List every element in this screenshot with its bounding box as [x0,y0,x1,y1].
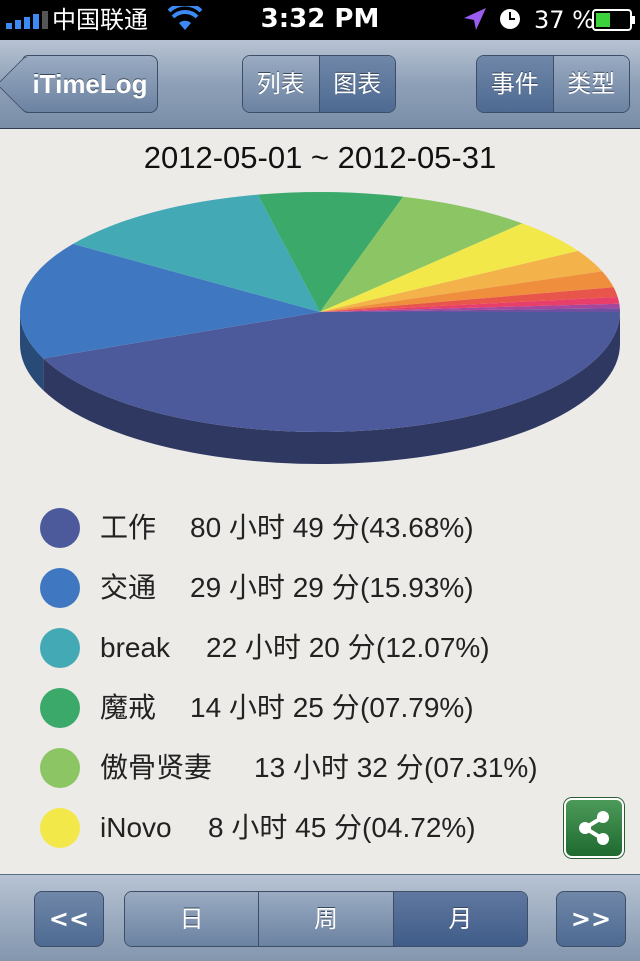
pie-slice[interactable] [320,196,523,312]
pie-slice[interactable] [320,296,620,312]
legend-duration: 80 小时 49 分 [190,512,360,543]
pie-slice-side [20,312,44,391]
view-mode-segmented-control: 列表 图表 [242,55,396,113]
period-segmented-control: 日 周 月 [124,891,528,947]
bottom-toolbar: << 日 周 月 >> [0,874,640,961]
alarm-clock-icon [500,9,520,29]
battery-percent: 37 % [534,6,595,34]
tab-chart-view[interactable]: 图表 [318,56,395,112]
pie-slice[interactable] [320,223,579,312]
legend-label: 交通 [100,572,157,603]
navigation-bar: iTimeLog 列表 图表 事件 类型 [0,40,640,129]
tab-day[interactable]: 日 [125,892,259,946]
legend-label: 傲骨贤妻 [100,752,213,783]
legend-item: 交通 29 小时 29 分 (15.93%) [40,560,600,620]
tab-group-by-type[interactable]: 类型 [552,56,629,112]
chart-date-range-title: 2012-05-01 ~ 2012-05-31 [143,140,497,175]
pie-slice[interactable] [73,194,320,312]
battery-icon [592,9,635,31]
legend-duration: 8 小时 45 分 [208,812,363,843]
legend-item: 魔戒 14 小时 25 分 (07.79%) [40,680,600,740]
legend-label: 工作 [100,512,157,543]
legend-swatch [40,688,80,728]
pie-slice-side [43,312,621,464]
next-period-button[interactable]: >> [556,891,626,947]
legend-label: break [100,632,171,663]
legend-item: break 22 小时 20 分 (12.07%) [40,620,600,680]
legend-percent: (15.93%) [360,572,474,603]
legend-swatch [40,808,80,848]
back-button[interactable]: iTimeLog [22,55,158,113]
legend-swatch [40,628,80,668]
pie-slice[interactable] [320,303,620,312]
legend-item: iNovo 8 小时 45 分 (04.72%) [40,800,600,860]
legend-percent: (12.07%) [376,632,490,663]
pie-slice[interactable] [43,312,621,432]
pie-slice[interactable] [320,250,603,312]
tab-group-by-event[interactable]: 事件 [477,56,553,112]
pie-slice[interactable] [19,243,320,359]
legend-item: 工作 80 小时 49 分 (43.68%) [40,500,600,560]
legend-duration: 29 小时 29 分 [190,572,360,603]
legend-duration: 14 小时 25 分 [190,692,360,723]
tab-month[interactable]: 月 [392,892,527,946]
legend-percent: (43.68%) [360,512,474,543]
tab-week[interactable]: 周 [258,892,393,946]
back-button-label: iTimeLog [32,69,148,99]
legend-label: iNovo [100,812,172,843]
tab-list-view[interactable]: 列表 [243,56,319,112]
wifi-icon [168,6,202,30]
legend-label: 魔戒 [100,692,157,723]
share-icon [579,811,609,845]
grouping-segmented-control: 事件 类型 [476,55,630,113]
carrier-name: 中国联通 [52,6,148,34]
previous-period-button[interactable]: << [34,891,104,947]
pie-slice[interactable] [320,308,620,312]
pie-slice[interactable] [320,287,618,312]
legend-swatch [40,568,80,608]
legend-duration: 13 小时 32 分 [254,752,424,783]
location-arrow-icon [464,8,486,30]
legend-swatch [40,748,80,788]
legend-percent: (07.31%) [424,752,538,783]
share-button[interactable] [564,798,624,858]
signal-strength-icon [6,11,48,29]
status-time: 3:32 PM [260,4,380,34]
legend-duration: 22 小时 20 分 [206,632,376,663]
legend-swatch [40,508,80,548]
pie-chart[interactable] [0,180,640,480]
legend-percent: (04.72%) [362,812,476,843]
legend-item: 傲骨贤妻 13 小时 32 分 (07.31%) [40,740,600,800]
pie-slice[interactable] [257,192,404,312]
status-bar: 中国联通 3:32 PM 37 % [0,0,640,40]
pie-slice[interactable] [320,271,614,312]
legend-percent: (07.79%) [360,692,474,723]
